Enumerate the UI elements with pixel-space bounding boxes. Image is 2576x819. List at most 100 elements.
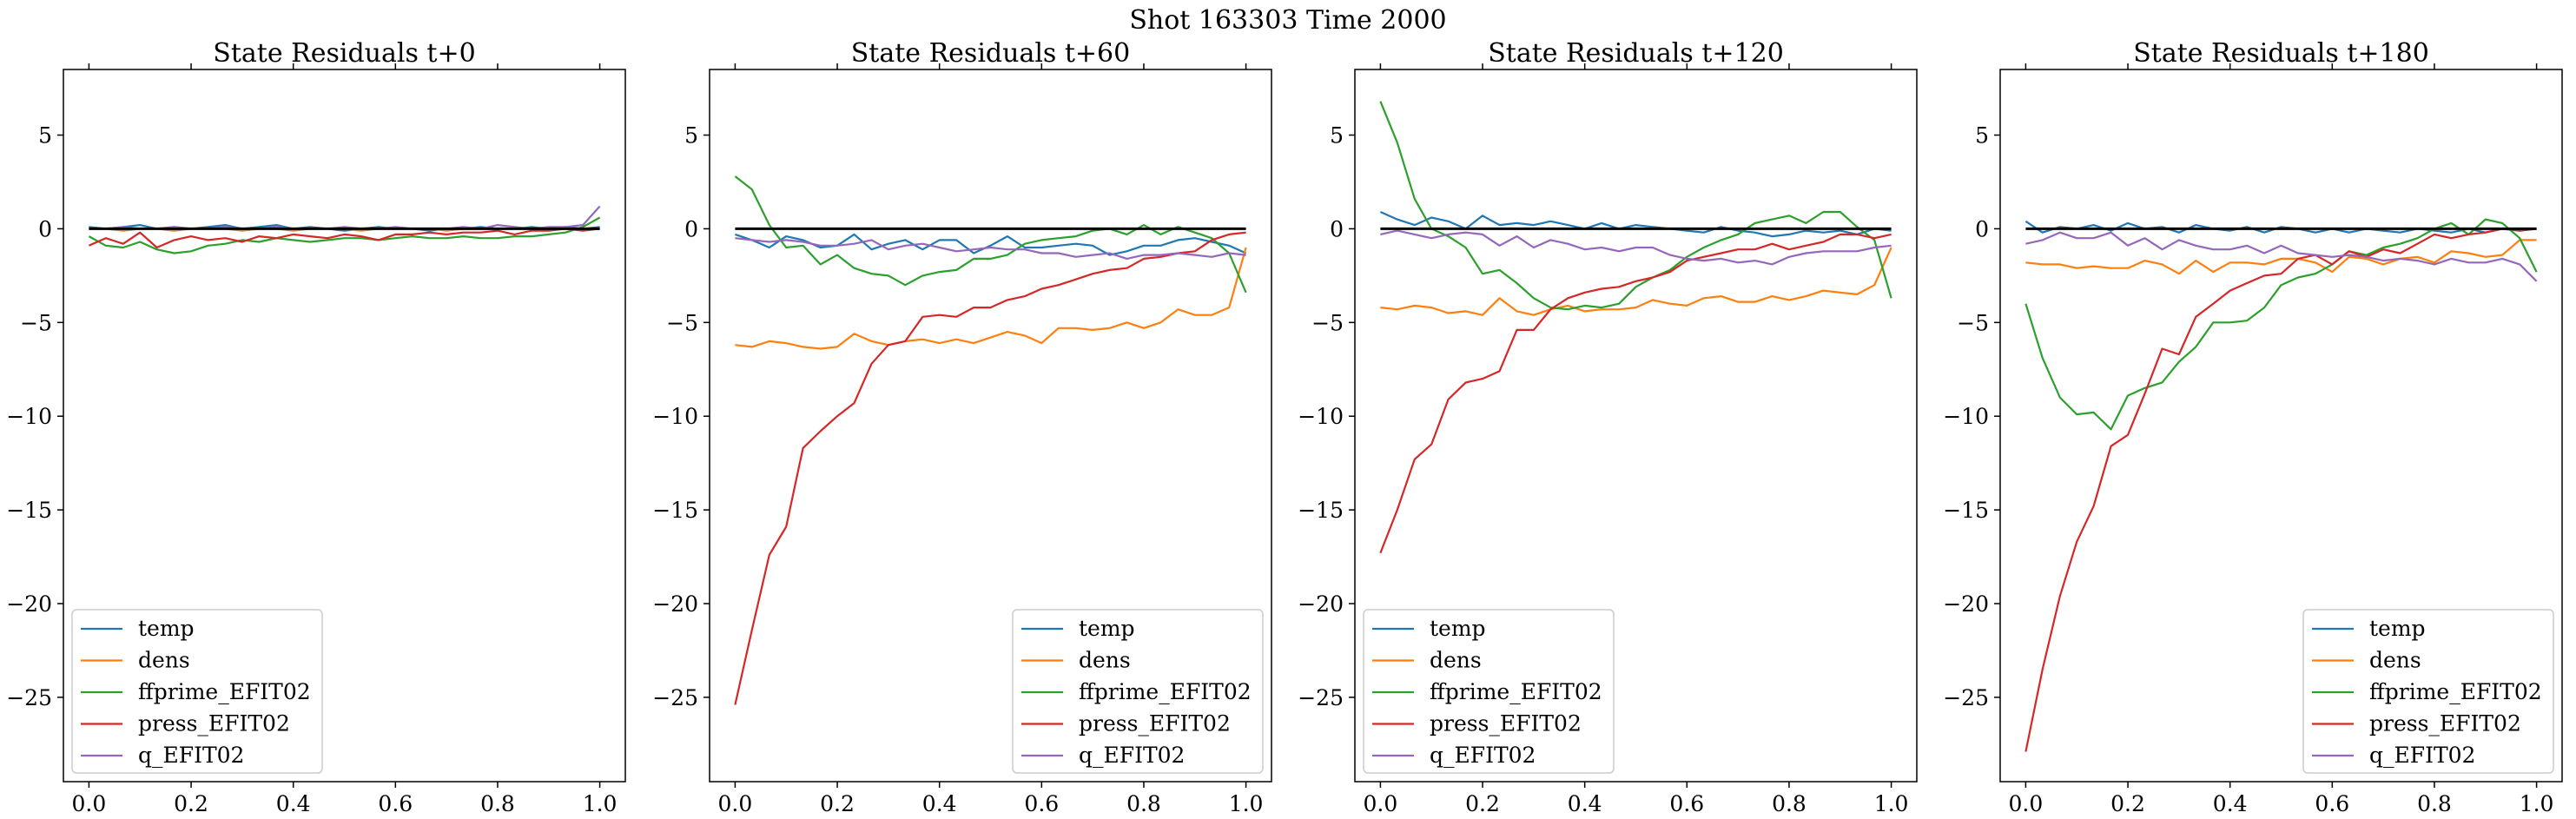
legend-label: press_EFIT02 xyxy=(1430,711,1582,736)
x-tick-label: 0.0 xyxy=(1364,791,1398,816)
subplot-title: State Residuals t+60 xyxy=(851,38,1130,69)
y-tick-label: −25 xyxy=(6,685,52,710)
y-tick-label: 5 xyxy=(38,123,52,149)
x-tick-label: 0.8 xyxy=(1126,791,1161,816)
series-line-ffprime_EFIT02 xyxy=(88,216,601,254)
legend-label: temp xyxy=(1430,616,1486,641)
legend-label: temp xyxy=(1079,616,1135,641)
x-tick-label: 0.4 xyxy=(922,791,957,816)
legend-label: ffprime_EFIT02 xyxy=(2369,679,2542,704)
subplot-title: State Residuals t+0 xyxy=(213,38,475,69)
series-line-ffprime_EFIT02 xyxy=(2024,218,2538,431)
axes-frame xyxy=(63,69,626,783)
series-line-dens xyxy=(735,247,1247,350)
legend-label: q_EFIT02 xyxy=(1430,743,1536,768)
series-line-press_EFIT02 xyxy=(734,231,1246,705)
x-tick-label: 1.0 xyxy=(2520,791,2554,816)
series-line-temp xyxy=(735,233,1247,256)
x-tick-label: 0.0 xyxy=(72,791,107,816)
legend-label: dens xyxy=(138,648,190,673)
legend: temp dens ffprime_EFIT02 press_EFIT02 q_EFIT… xyxy=(1363,609,1615,774)
series-line-press_EFIT02 xyxy=(1379,233,1892,554)
subplot-1: State Residuals t+60 0.0 0.2 0.4 0.6 0.8 1.0 5 0… xyxy=(652,38,1272,816)
y-tick-label: −5 xyxy=(20,310,52,335)
x-tick-label: 0.8 xyxy=(1772,791,1807,816)
y-tick-label: 5 xyxy=(684,123,698,149)
axes-frame xyxy=(1354,69,1918,783)
y-tick-label: 0 xyxy=(38,216,52,241)
x-tick-label: 1.0 xyxy=(1229,791,1264,816)
legend-label: press_EFIT02 xyxy=(1079,711,1231,736)
y-tick-label: 0 xyxy=(1975,216,1989,241)
series-line-q_EFIT02 xyxy=(2025,231,2538,282)
legend-box xyxy=(1363,609,1615,774)
legend-label: dens xyxy=(1079,648,1131,673)
x-tick-label: 0.6 xyxy=(1669,791,1704,816)
y-tick-label: −20 xyxy=(1943,591,1989,617)
y-tick-label: −20 xyxy=(1298,591,1344,617)
plot-area xyxy=(88,205,601,254)
series-line-dens xyxy=(2025,239,2537,275)
legend-label: q_EFIT02 xyxy=(138,743,244,768)
y-tick-label: −15 xyxy=(652,498,698,523)
y-tick-label: −10 xyxy=(652,404,698,429)
x-tick-label: 0.4 xyxy=(276,791,311,816)
y-tick-label: −25 xyxy=(1298,685,1344,710)
subplot-3: State Residuals t+180 0.0 0.2 0.4 0.6 0.8 1.0 5… xyxy=(1943,38,2563,816)
series-line-ffprime_EFIT02 xyxy=(1379,101,1892,311)
y-tick-label: −5 xyxy=(1957,310,1989,335)
series-line-press_EFIT02 xyxy=(88,228,600,249)
x-tick-label: 0.2 xyxy=(1465,791,1500,816)
x-tick-label: 0.0 xyxy=(2009,791,2044,816)
series-line-ffprime_EFIT02 xyxy=(734,175,1247,294)
x-tick-label: 0.6 xyxy=(378,791,413,816)
legend-label: press_EFIT02 xyxy=(2369,711,2521,736)
legend-box xyxy=(2302,609,2554,774)
x-tick-label: 0.8 xyxy=(480,791,515,816)
y-tick-label: 0 xyxy=(1330,216,1344,241)
y-tick-label: −20 xyxy=(6,591,52,617)
legend-label: ffprime_EFIT02 xyxy=(1079,679,1252,704)
y-tick-label: −25 xyxy=(1943,685,1989,710)
y-tick-label: 5 xyxy=(1975,123,1989,149)
subplot-0: State Residuals t+0 0.0 0.2 0.4 0.6 0.8 1.0 5 0 −… xyxy=(6,38,626,816)
y-tick-label: −5 xyxy=(666,310,698,335)
axes-frame xyxy=(709,69,1272,783)
y-tick-label: −15 xyxy=(1943,498,1989,523)
legend-label: temp xyxy=(138,616,195,641)
x-tick-label: 0.8 xyxy=(2417,791,2452,816)
legend: temp dens ffprime_EFIT02 press_EFIT02 q_EFIT… xyxy=(1012,609,1264,774)
series-line-q_EFIT02 xyxy=(1380,229,1892,266)
x-tick-label: 0.4 xyxy=(1568,791,1602,816)
x-tick-label: 0.2 xyxy=(174,791,208,816)
series-line-press_EFIT02 xyxy=(2024,228,2537,752)
legend-label: q_EFIT02 xyxy=(1079,743,1185,768)
y-tick-label: −15 xyxy=(6,498,52,523)
x-tick-label: 0.0 xyxy=(718,791,753,816)
y-tick-label: −10 xyxy=(1298,404,1344,429)
subplot-2: State Residuals t+120 0.0 0.2 0.4 0.6 0.8 1.0 5… xyxy=(1298,38,1918,816)
legend-box xyxy=(1012,609,1264,774)
axes-frame xyxy=(1999,69,2563,783)
x-tick-label: 0.2 xyxy=(2110,791,2145,816)
y-tick-label: −25 xyxy=(652,685,698,710)
y-tick-label: −5 xyxy=(1311,310,1344,335)
x-tick-label: 0.6 xyxy=(2315,791,2349,816)
legend-label: ffprime_EFIT02 xyxy=(138,679,311,704)
series-line-dens xyxy=(1380,247,1892,316)
legend-label: q_EFIT02 xyxy=(2369,743,2475,768)
y-tick-label: 5 xyxy=(1330,123,1344,149)
legend-label: ffprime_EFIT02 xyxy=(1430,679,1602,704)
plot-area xyxy=(2024,218,2538,752)
y-tick-label: 0 xyxy=(684,216,698,241)
x-tick-label: 0.4 xyxy=(2213,791,2248,816)
legend-label: dens xyxy=(2369,648,2421,673)
legend-label: temp xyxy=(2369,616,2426,641)
legend-box xyxy=(71,609,323,774)
figure-suptitle: Shot 163303 Time 2000 xyxy=(1129,5,1446,36)
x-tick-label: 1.0 xyxy=(583,791,618,816)
plot-area xyxy=(734,175,1247,705)
series-line-q_EFIT02 xyxy=(89,205,601,230)
series-line-q_EFIT02 xyxy=(735,237,1246,260)
y-tick-label: −10 xyxy=(1943,404,1989,429)
